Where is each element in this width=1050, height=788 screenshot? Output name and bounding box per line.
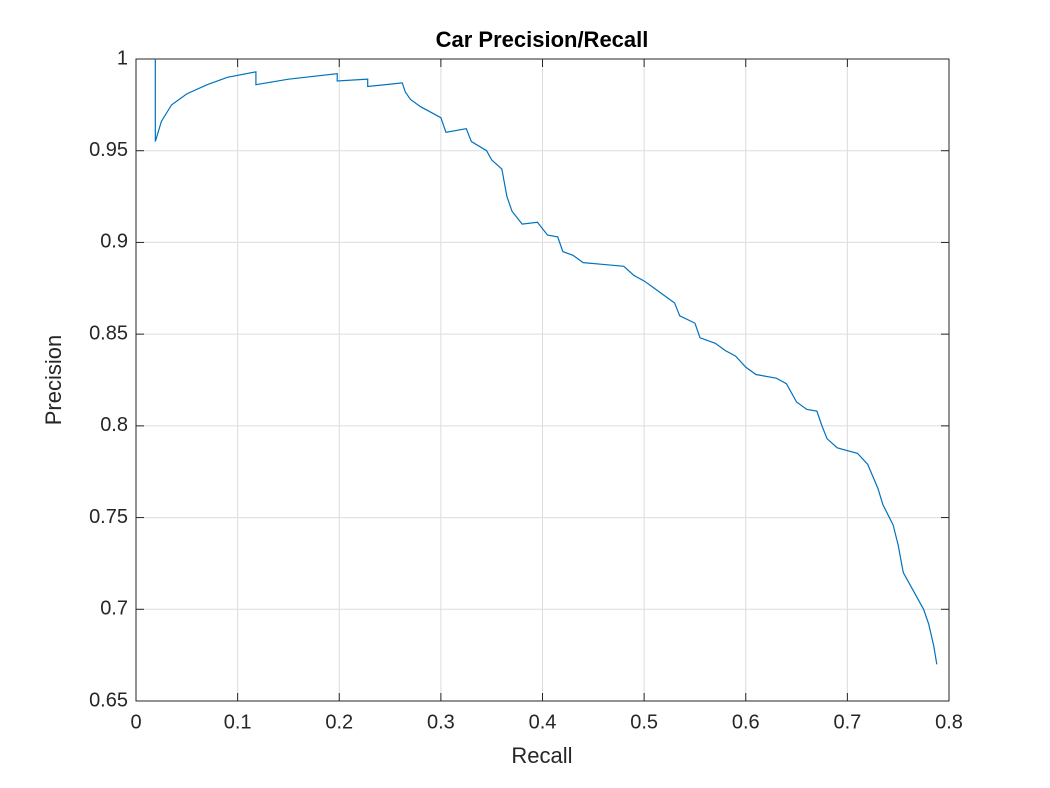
x-tick-label: 0.7 [833,711,861,733]
x-tick-label: 0.2 [325,711,353,733]
y-tick-label: 0.9 [100,231,128,253]
y-tick-label: 1 [117,47,128,69]
x-tick-label: 0 [130,711,141,733]
y-tick-label: 0.85 [89,322,128,344]
x-tick-label: 0.3 [427,711,455,733]
x-axis-label: Recall [511,743,572,768]
chart-title: Car Precision/Recall [436,27,649,52]
y-tick-label: 0.75 [89,506,128,528]
y-axis-label: Precision [41,335,66,425]
plot-frame [135,58,950,702]
x-tick-label: 0.1 [224,711,252,733]
y-tick-label: 0.7 [100,598,128,620]
x-tick-label: 0.6 [732,711,760,733]
y-tick-label: 0.95 [89,139,128,161]
y-tick-label: 0.8 [100,414,128,436]
data-line [154,59,938,665]
x-tick-label: 0.8 [935,711,963,733]
x-tick-label: 0.4 [529,711,557,733]
x-tick-label: 0.5 [630,711,658,733]
y-tick-label: 0.65 [89,689,128,711]
